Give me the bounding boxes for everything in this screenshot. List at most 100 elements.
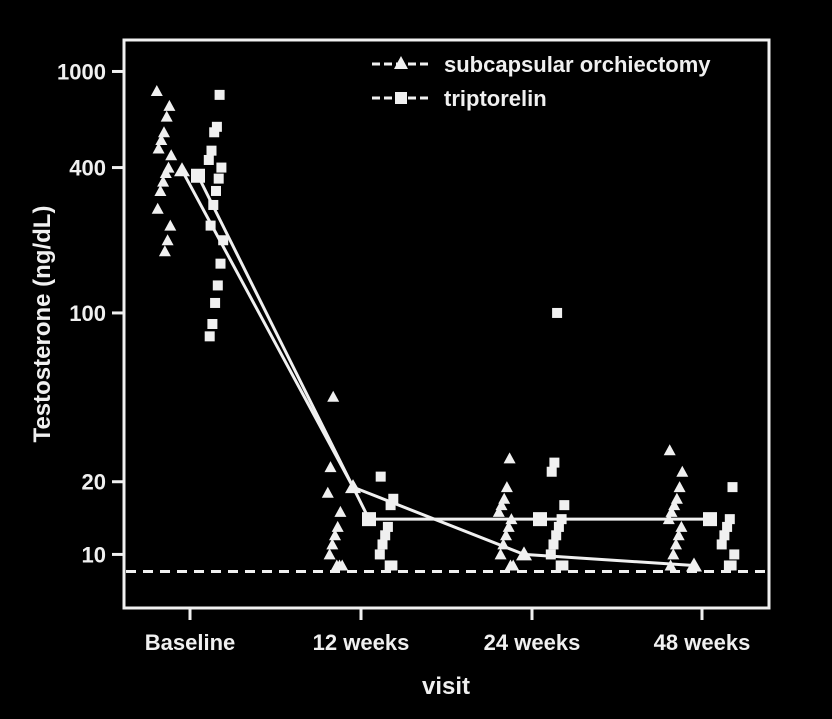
- orchiectomy-point: [329, 529, 341, 541]
- mean-marker-orchiectomy: [516, 546, 532, 561]
- mean-lines: [174, 162, 717, 572]
- mean-marker-orchiectomy: [174, 162, 190, 177]
- orchiectomy-point: [323, 548, 336, 560]
- legend: subcapsular orchiectomy triptorelin: [372, 52, 711, 111]
- triptorelin-point: [374, 549, 385, 560]
- orchiectomy-point: [672, 529, 685, 541]
- y-tick-label: 1000: [57, 59, 106, 84]
- triptorelin-point: [716, 539, 727, 550]
- orchiectomy-point: [676, 465, 689, 477]
- triptorelin-point: [212, 280, 223, 291]
- orchiectomy-point: [164, 219, 177, 231]
- orchiectomy-point: [331, 520, 344, 532]
- y-tick-label: 10: [82, 542, 106, 567]
- triptorelin-point: [559, 500, 570, 511]
- mean-marker-triptorelin: [362, 512, 376, 527]
- triptorelin-point: [209, 127, 220, 138]
- y-axis-title: Testosterone (ng/dL): [29, 206, 56, 443]
- x-tick-label: 12 weeks: [313, 630, 410, 655]
- legend-label-triptorelin: triptorelin: [444, 86, 547, 111]
- orchiectomy-point: [330, 559, 343, 571]
- triptorelin-point: [384, 560, 395, 571]
- triptorelin-point: [727, 482, 738, 493]
- triptorelin-point: [207, 319, 218, 329]
- triptorelin-point: [723, 560, 734, 571]
- orchiectomy-point: [158, 126, 170, 138]
- orchiectomy-point: [334, 505, 347, 517]
- legend-item-orchiectomy: subcapsular orchiectomy: [372, 52, 711, 77]
- orchiectomy-point: [152, 142, 165, 154]
- triptorelin-point: [210, 297, 221, 308]
- triptorelin-point: [218, 235, 229, 246]
- triptorelin-point: [216, 162, 227, 173]
- orchiectomy-point: [503, 452, 516, 464]
- triptorelin-point: [382, 521, 393, 532]
- triptorelin-point: [722, 521, 733, 532]
- triptorelin-point: [549, 457, 560, 468]
- legend-label-orchiectomy: subcapsular orchiectomy: [444, 52, 711, 77]
- triptorelin-point: [375, 471, 386, 482]
- square-marker-icon: [395, 92, 407, 104]
- orchiectomy-point: [670, 538, 682, 550]
- axes: 10 20 100 400 1000 Baseline 12 weeks 24 weeks 48…: [57, 59, 750, 655]
- triptorelin-point: [545, 549, 556, 560]
- triptorelin-point: [211, 121, 222, 132]
- orchiectomy-point: [165, 149, 178, 161]
- triptorelin-point: [385, 500, 396, 511]
- orchiectomy-point: [155, 134, 168, 146]
- triptorelin-point: [214, 89, 225, 100]
- triptorelin-point: [729, 549, 740, 560]
- triptorelin-point: [552, 307, 563, 318]
- y-tick-label: 100: [69, 301, 106, 326]
- triptorelin-point: [548, 539, 559, 550]
- orchiectomy-point: [675, 520, 688, 532]
- orchiectomy-point: [494, 548, 507, 560]
- orchiectomy-point: [160, 110, 173, 122]
- plot-frame: [122, 38, 771, 610]
- mean-line-orchiectomy: [180, 169, 695, 567]
- triptorelin-point: [551, 530, 562, 541]
- triptorelin-point: [211, 185, 221, 196]
- triptorelin-point: [206, 145, 217, 156]
- orchiectomy-point: [667, 548, 680, 560]
- orchiectomy-point: [663, 444, 676, 456]
- mean-marker-triptorelin: [191, 168, 205, 183]
- triptorelin-point: [215, 258, 226, 269]
- triptorelin-point: [213, 173, 224, 184]
- orchiectomy-point: [151, 202, 164, 214]
- orchiectomy-point: [327, 390, 340, 402]
- mean-line-triptorelin: [196, 175, 710, 521]
- orchiectomy-point: [157, 175, 170, 187]
- triptorelin-point: [377, 539, 388, 550]
- orchiectomy-point: [326, 538, 339, 550]
- triptorelin-point: [724, 514, 735, 525]
- x-axis-title: visit: [422, 673, 470, 700]
- orchiectomy-point: [500, 529, 512, 541]
- orchiectomy-point: [673, 481, 686, 493]
- mean-marker-triptorelin: [533, 512, 547, 527]
- legend-item-triptorelin: triptorelin: [372, 86, 547, 111]
- triptorelin-point: [546, 466, 557, 477]
- orchiectomy-point: [161, 234, 174, 246]
- orchiectomy-point: [324, 461, 337, 473]
- orchiectomy-point: [159, 166, 172, 178]
- mean-marker-orchiectomy: [686, 557, 702, 572]
- orchiectomy-point: [504, 559, 517, 571]
- x-tick-label: Baseline: [145, 630, 236, 655]
- triptorelin-point: [555, 560, 566, 571]
- orchiectomy-point: [150, 85, 163, 97]
- x-tick-label: 24 weeks: [484, 630, 581, 655]
- orchiectomy-point: [492, 505, 505, 517]
- orchiectomy-point: [154, 184, 167, 196]
- triptorelin-point: [388, 493, 399, 504]
- triptorelin-point: [380, 530, 391, 541]
- triptorelin-point: [719, 530, 730, 541]
- orchiectomy-point: [502, 520, 515, 532]
- mean-marker-triptorelin: [703, 512, 717, 527]
- orchiectomy-point: [500, 481, 513, 493]
- triptorelin-point: [553, 521, 564, 532]
- triptorelin-point: [203, 154, 214, 165]
- y-tick-label: 20: [82, 470, 106, 495]
- orchiectomy-point: [163, 99, 176, 111]
